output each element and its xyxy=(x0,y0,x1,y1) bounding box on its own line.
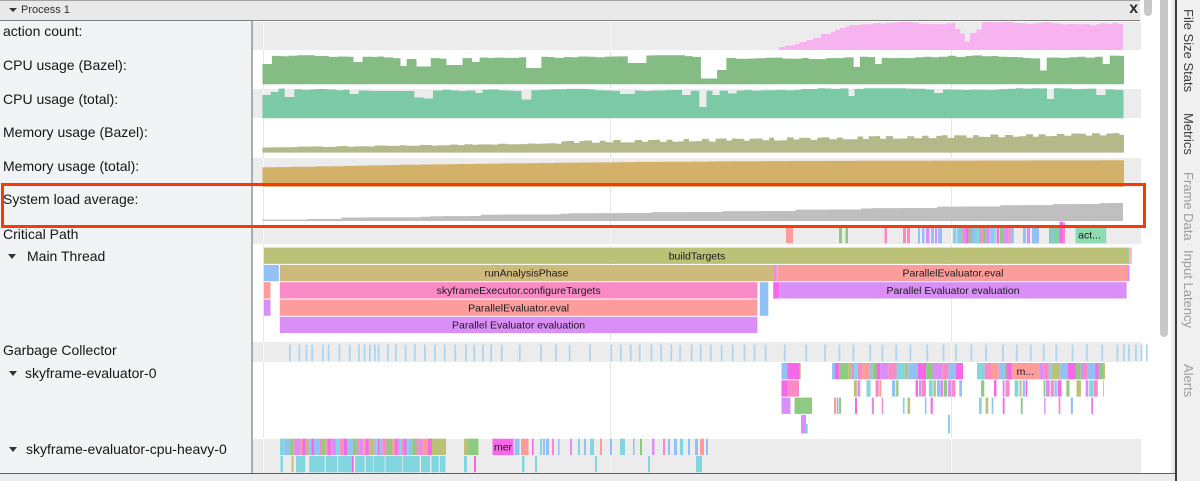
svg-text:ParallelEvaluator.eval: ParallelEvaluator.eval xyxy=(468,302,569,314)
svg-text:m...: m... xyxy=(1017,366,1035,378)
svg-text:act...: act... xyxy=(1078,230,1101,242)
svg-text:Parallel Evaluator evaluation: Parallel Evaluator evaluation xyxy=(452,320,585,332)
svg-text:Parallel Evaluator evaluation: Parallel Evaluator evaluation xyxy=(886,285,1019,297)
svg-text:runAnalysisPhase: runAnalysisPhase xyxy=(484,268,568,280)
svg-text:buildTargets: buildTargets xyxy=(669,250,726,262)
svg-text:mer: mer xyxy=(494,442,513,454)
svg-text:skyframeExecutor.configureTarg: skyframeExecutor.configureTargets xyxy=(437,285,601,297)
svg-text:ParallelEvaluator.eval: ParallelEvaluator.eval xyxy=(903,268,1004,280)
